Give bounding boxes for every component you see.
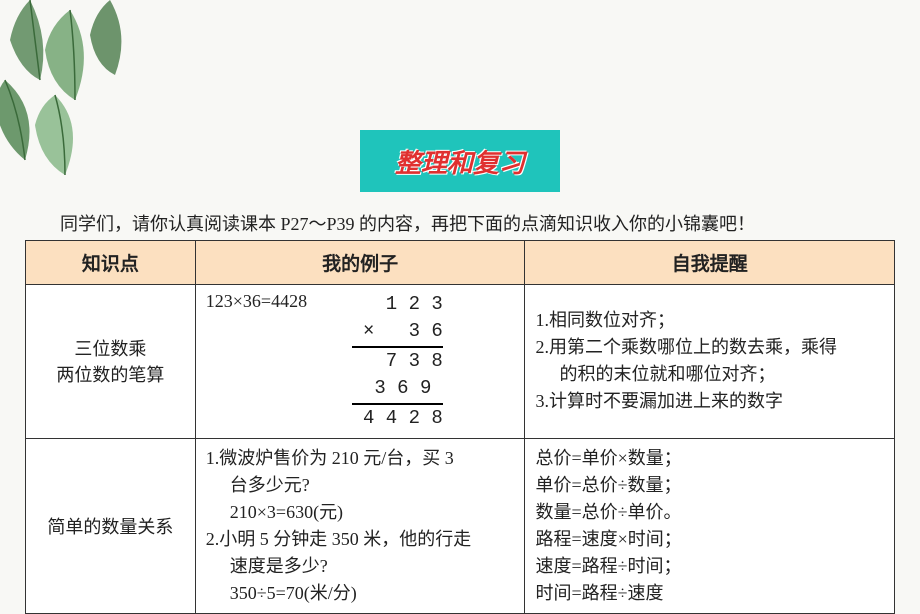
page-title: 整理和复习 [395, 143, 525, 180]
example-cell-1: 123×36=4428 1 2 3 × 3 6 7 3 8 3 6 9 4 4 … [195, 285, 525, 439]
reminder-item: 1.相同数位对齐； [535, 307, 884, 334]
example-list-2: 1.微波炉售价为 210 元/台，买 3 台多少元? 210×3=630(元) … [206, 445, 515, 607]
example-line: 210×3=630(元) [206, 499, 515, 526]
example-equation: 123×36=4428 [206, 291, 307, 312]
reminder-list-2: 总价=单价×数量； 单价=总价÷数量； 数量=总价÷单价。 路程=速度×时间； … [535, 445, 884, 607]
reminder-cell-2: 总价=单价×数量； 单价=总价÷数量； 数量=总价÷单价。 路程=速度×时间； … [525, 438, 895, 613]
knowledge-text-2: 简单的数量关系 [36, 513, 185, 539]
knowledge-text-1b: 两位数的笔算 [36, 361, 185, 387]
reminder-item: 路程=速度×时间； [535, 526, 884, 553]
reminder-cell-1: 1.相同数位对齐； 2.用第二个乘数哪位上的数去乘，乘得 的积的末位就和哪位对齐… [525, 285, 895, 439]
vertical-calculation: 1 2 3 × 3 6 7 3 8 3 6 9 4 4 2 8 [352, 291, 443, 432]
calc-line-1: 1 2 3 [352, 291, 443, 318]
knowledge-text-1a: 三位数乘 [36, 335, 185, 361]
knowledge-cell-1: 三位数乘 两位数的笔算 [26, 285, 196, 439]
table-row: 简单的数量关系 1.微波炉售价为 210 元/台，买 3 台多少元? 210×3… [26, 438, 895, 613]
example-line: 速度是多少? [206, 553, 515, 580]
calc-line-2: × 3 6 [352, 318, 443, 349]
example-line: 台多少元? [206, 472, 515, 499]
knowledge-cell-2: 简单的数量关系 [26, 438, 196, 613]
table-row: 三位数乘 两位数的笔算 123×36=4428 1 2 3 × 3 6 7 3 … [26, 285, 895, 439]
table-header-row: 知识点 我的例子 自我提醒 [26, 241, 895, 285]
reminder-item: 2.用第二个乘数哪位上的数去乘，乘得 [535, 334, 884, 361]
content-table: 知识点 我的例子 自我提醒 三位数乘 两位数的笔算 123×36=4428 1 … [25, 240, 895, 614]
example-line: 350÷5=70(米/分) [206, 580, 515, 607]
reminder-item: 速度=路程÷时间； [535, 553, 884, 580]
intro-text: 同学们，请你认真阅读课本 P27～P39 的内容，再把下面的点滴知识收入你的小锦… [60, 210, 890, 236]
reminder-item: 3.计算时不要漏加进上来的数字 [535, 388, 884, 415]
header-knowledge: 知识点 [26, 241, 196, 285]
reminder-item: 数量=总价÷单价。 [535, 499, 884, 526]
reminder-item: 时间=路程÷速度 [535, 580, 884, 607]
calc-line-5: 4 4 2 8 [352, 405, 443, 432]
header-example: 我的例子 [195, 241, 525, 285]
reminder-item: 的积的末位就和哪位对齐； [535, 361, 884, 388]
title-banner: 整理和复习 [360, 130, 560, 192]
reminder-list-1: 1.相同数位对齐； 2.用第二个乘数哪位上的数去乘，乘得 的积的末位就和哪位对齐… [535, 307, 884, 415]
reminder-item: 总价=单价×数量； [535, 445, 884, 472]
reminder-item: 单价=总价÷数量； [535, 472, 884, 499]
leaf-decoration [0, 0, 200, 200]
header-reminder: 自我提醒 [525, 241, 895, 285]
example-line: 1.微波炉售价为 210 元/台，买 3 [206, 445, 515, 472]
example-cell-2: 1.微波炉售价为 210 元/台，买 3 台多少元? 210×3=630(元) … [195, 438, 525, 613]
calc-line-3: 7 3 8 [352, 348, 443, 375]
example-line: 2.小明 5 分钟走 350 米，他的行走 [206, 526, 515, 553]
calc-line-4: 3 6 9 [352, 375, 443, 406]
